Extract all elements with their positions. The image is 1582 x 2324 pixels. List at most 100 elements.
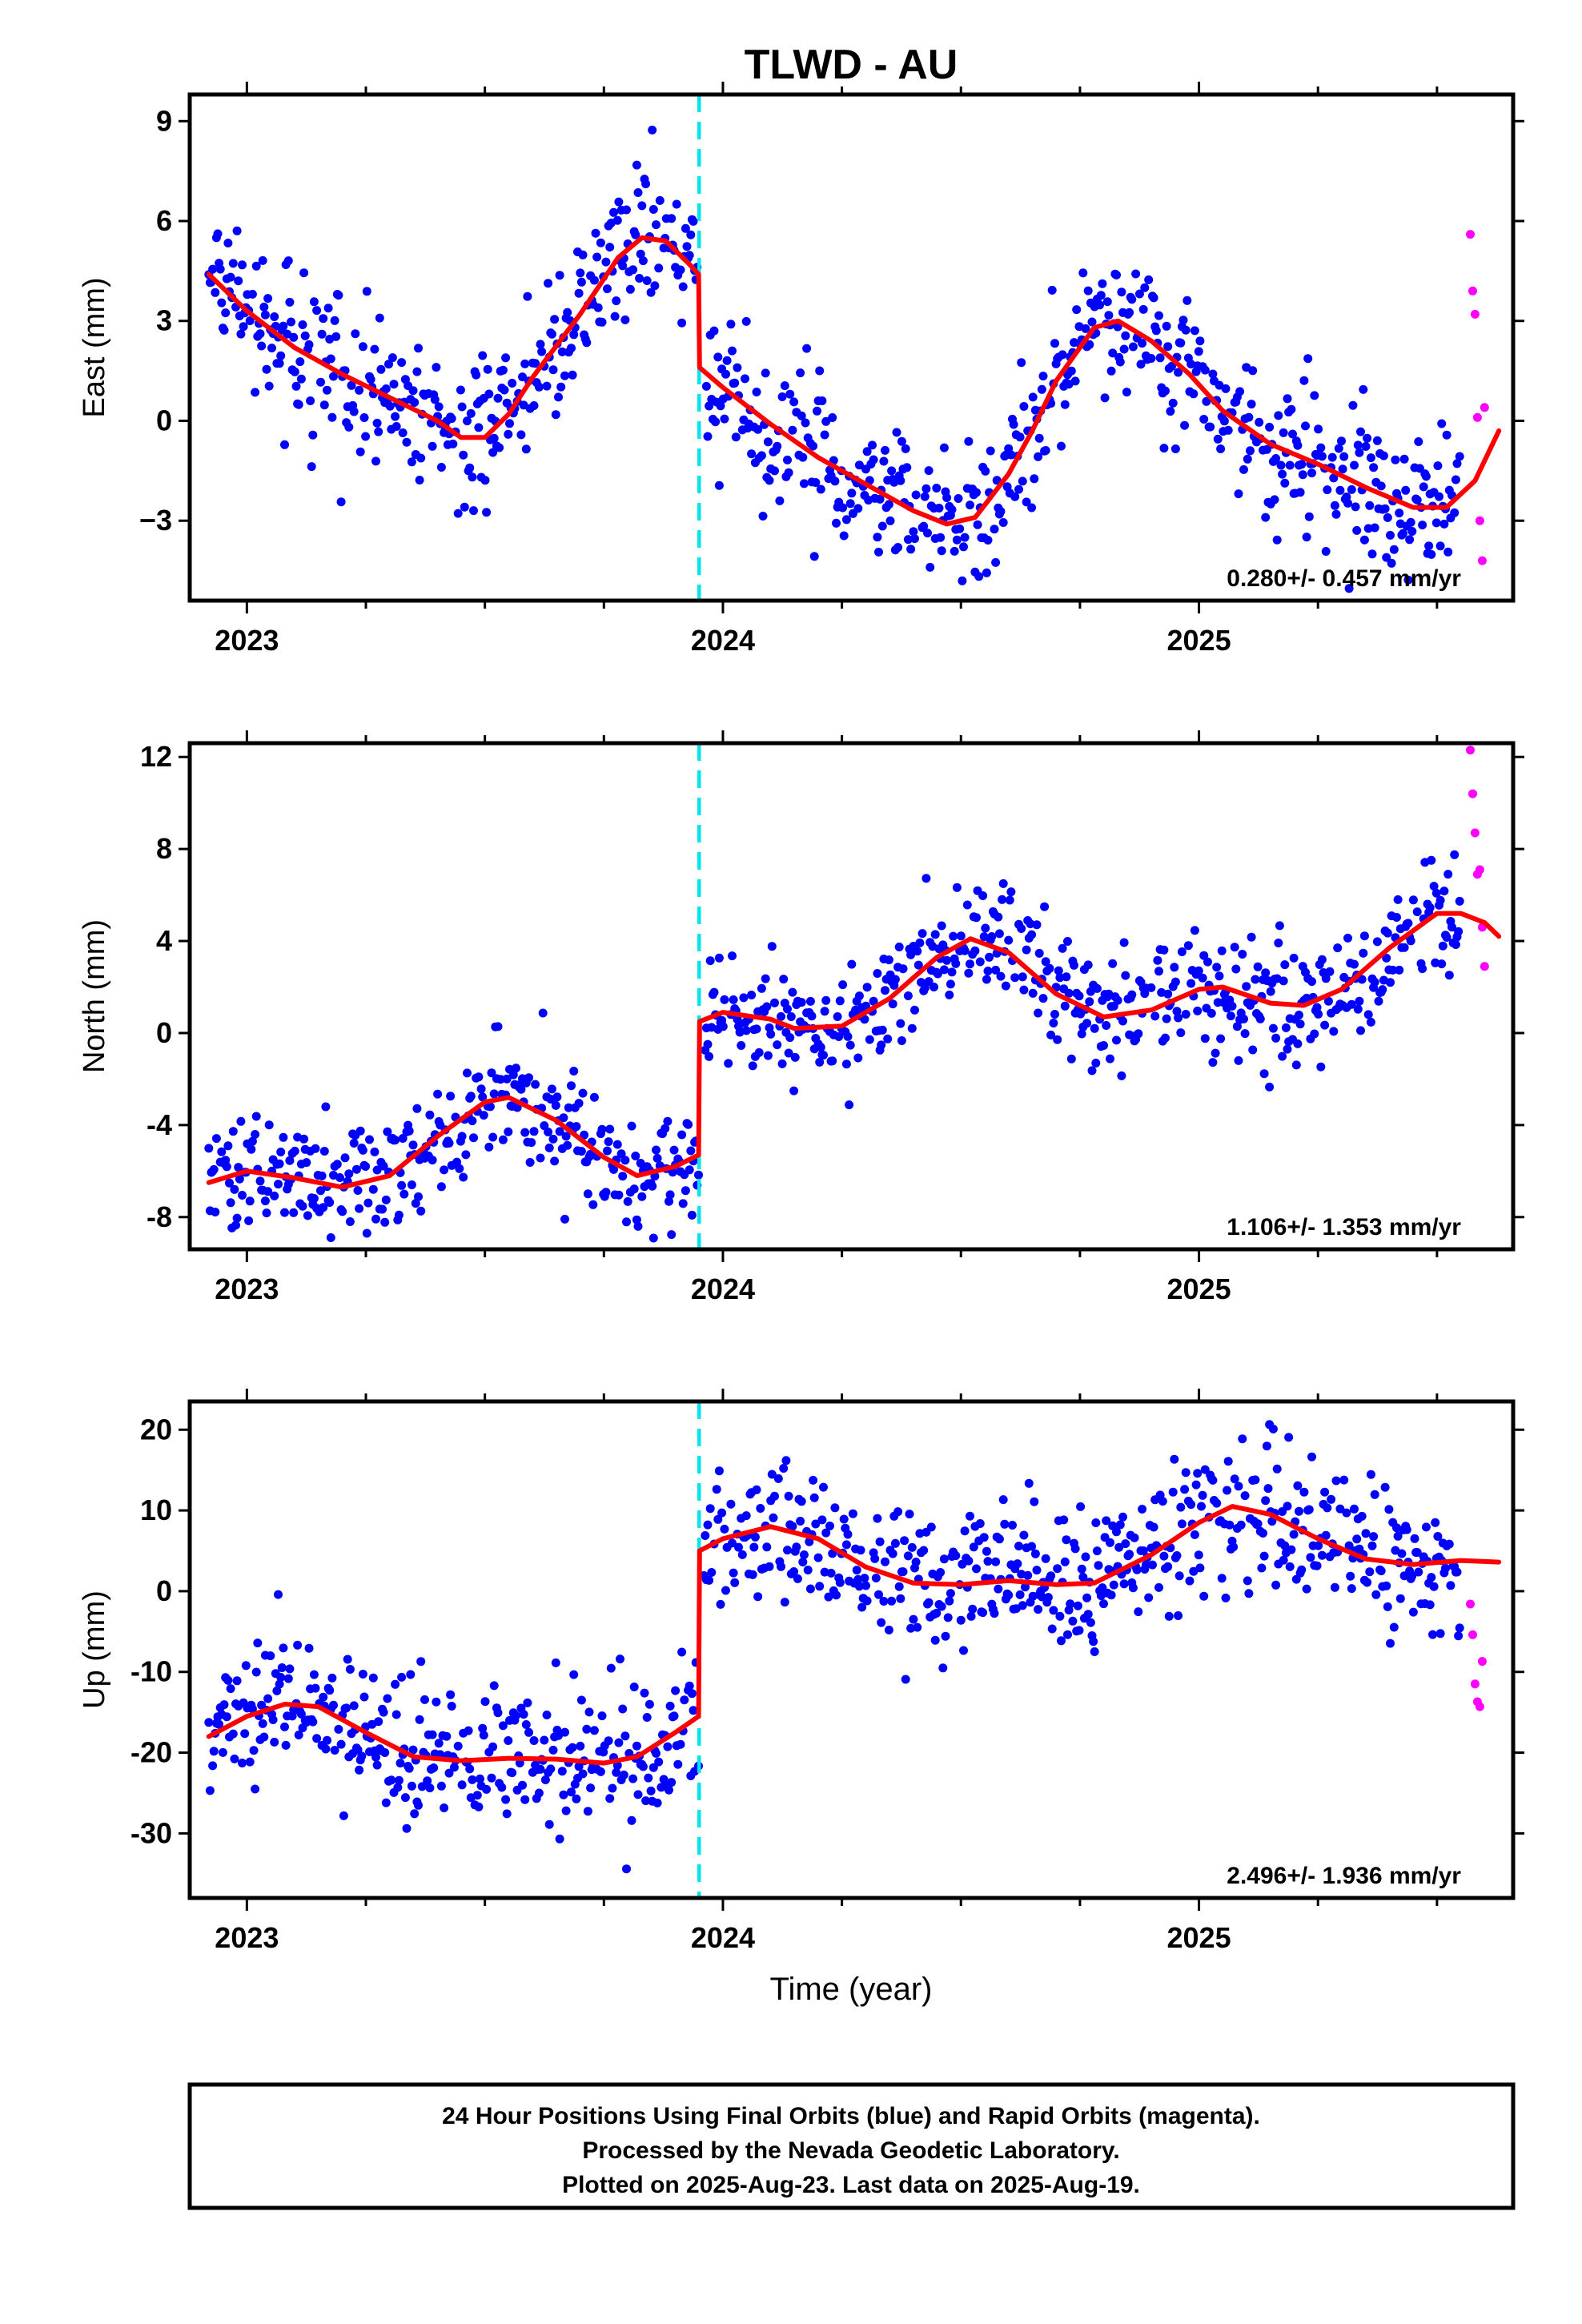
final-orbit-point xyxy=(620,1731,630,1741)
final-orbit-point xyxy=(1100,393,1110,403)
final-orbit-point xyxy=(1021,1582,1030,1592)
final-orbit-point xyxy=(569,1670,579,1679)
final-orbit-point xyxy=(1189,389,1199,399)
final-orbit-point xyxy=(713,1514,723,1524)
final-orbit-point xyxy=(501,1795,511,1804)
final-orbit-point xyxy=(817,396,827,405)
final-orbit-point xyxy=(232,226,242,235)
final-orbit-point xyxy=(1057,1636,1066,1646)
final-orbit-point xyxy=(783,1004,792,1014)
final-orbit-point xyxy=(582,338,592,348)
final-orbit-point xyxy=(485,1102,495,1112)
final-orbit-point xyxy=(251,1130,260,1139)
final-orbit-point xyxy=(1089,1637,1098,1647)
final-orbit-point xyxy=(1355,448,1364,457)
final-orbit-point xyxy=(275,359,284,368)
final-orbit-point xyxy=(821,995,831,1005)
final-orbit-point xyxy=(1356,1026,1365,1035)
final-orbit-point xyxy=(1312,1561,1322,1570)
final-orbit-point xyxy=(1314,1009,1323,1019)
y-tick-label: −3 xyxy=(139,504,172,537)
final-orbit-point xyxy=(464,1726,473,1735)
final-orbit-point xyxy=(951,959,961,968)
final-orbit-point xyxy=(788,1522,797,1531)
final-orbit-point xyxy=(796,1517,805,1526)
final-orbit-point xyxy=(701,1531,710,1540)
final-orbit-point xyxy=(923,529,932,538)
final-orbit-point xyxy=(1121,331,1130,340)
final-orbit-point xyxy=(803,1566,813,1574)
final-orbit-point xyxy=(1356,427,1365,436)
final-orbit-point xyxy=(685,251,694,260)
final-orbit-point xyxy=(349,407,359,416)
final-orbit-point xyxy=(911,1558,921,1566)
final-orbit-point xyxy=(1274,939,1283,947)
final-orbit-point xyxy=(669,1711,679,1721)
final-orbit-point xyxy=(636,249,645,259)
final-orbit-point xyxy=(512,1063,520,1073)
final-orbit-point xyxy=(1168,398,1178,408)
final-orbit-point xyxy=(830,1503,840,1513)
final-orbit-point xyxy=(841,1540,851,1550)
final-orbit-point xyxy=(650,281,660,291)
final-orbit-point xyxy=(1198,973,1207,983)
final-orbit-point xyxy=(703,432,713,441)
final-orbit-point xyxy=(1334,444,1343,453)
final-orbit-point xyxy=(463,1068,472,1078)
final-orbit-point xyxy=(211,1134,221,1144)
final-orbit-point xyxy=(1435,492,1443,501)
final-orbit-point xyxy=(825,1522,834,1530)
final-orbit-point xyxy=(478,1092,488,1102)
final-orbit-point xyxy=(1365,501,1375,510)
final-orbit-point xyxy=(219,1700,229,1710)
final-orbit-point xyxy=(964,436,974,446)
final-orbit-point xyxy=(947,505,957,514)
final-orbit-point xyxy=(1257,1563,1267,1573)
final-orbit-point xyxy=(1150,1011,1160,1021)
final-orbit-point xyxy=(994,912,1003,922)
final-orbit-point xyxy=(632,1741,641,1751)
final-orbit-point xyxy=(826,1568,836,1578)
final-orbit-point xyxy=(773,1474,783,1483)
final-orbit-point xyxy=(642,1713,652,1722)
final-orbit-point xyxy=(1068,1616,1078,1626)
final-orbit-point xyxy=(1119,344,1129,354)
final-orbit-point xyxy=(1247,932,1256,942)
final-orbit-point xyxy=(482,1784,492,1794)
final-orbit-point xyxy=(488,1132,498,1142)
final-orbit-point xyxy=(968,1604,978,1614)
final-orbit-point xyxy=(749,1542,759,1552)
final-orbit-point xyxy=(917,929,927,939)
final-orbit-point xyxy=(302,1158,311,1168)
final-orbit-point xyxy=(489,1681,499,1691)
footer-line-3: Plotted on 2025-Aug-23. Last data on 202… xyxy=(562,2172,1140,2198)
final-orbit-point xyxy=(1102,297,1112,307)
final-orbit-point xyxy=(937,1602,946,1611)
final-orbit-point xyxy=(1073,1601,1082,1610)
final-orbit-point xyxy=(1199,951,1209,960)
final-orbit-point xyxy=(642,276,652,285)
final-orbit-point xyxy=(508,1070,518,1080)
x-tick-label: 2024 xyxy=(691,1921,755,1954)
final-orbit-point xyxy=(267,344,276,353)
final-orbit-point xyxy=(1058,943,1067,953)
final-orbit-point xyxy=(1115,357,1125,367)
y-tick-label: 6 xyxy=(156,204,172,237)
final-orbit-point xyxy=(990,1609,999,1618)
final-orbit-point xyxy=(428,1730,437,1739)
final-orbit-point xyxy=(1283,1502,1292,1511)
final-orbit-point xyxy=(618,261,628,271)
final-orbit-point xyxy=(474,1072,484,1082)
final-orbit-point xyxy=(765,476,774,485)
final-orbit-point xyxy=(239,322,248,332)
rapid-orbit-point xyxy=(1470,309,1480,319)
final-orbit-point xyxy=(596,1767,605,1776)
final-orbit-point xyxy=(1094,1561,1103,1570)
final-orbit-point xyxy=(479,1111,488,1120)
final-orbit-point xyxy=(1297,1565,1307,1574)
final-orbit-point xyxy=(1193,1469,1203,1478)
final-orbit-point xyxy=(919,1546,929,1555)
final-orbit-point xyxy=(1285,1562,1295,1571)
final-orbit-point xyxy=(873,969,882,978)
final-orbit-point xyxy=(225,1178,234,1188)
